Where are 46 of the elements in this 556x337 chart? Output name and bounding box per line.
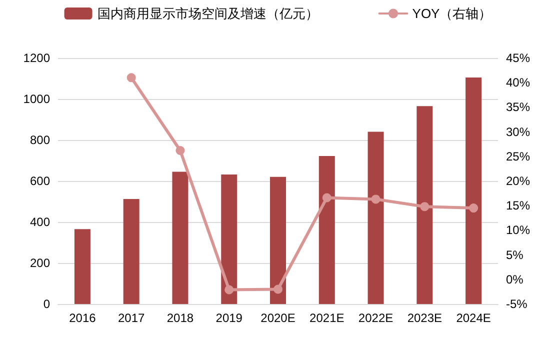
point bbox=[176, 146, 185, 155]
point bbox=[420, 202, 430, 212]
y2-tick-label: 20% bbox=[506, 174, 530, 188]
point bbox=[126, 73, 136, 82]
y2-tick-label: 35% bbox=[506, 100, 530, 114]
point bbox=[469, 204, 478, 213]
y2-tick-label: 0% bbox=[506, 272, 524, 286]
y2-tick-label: 30% bbox=[506, 124, 530, 139]
bar bbox=[221, 174, 238, 304]
x-tick-label: 2023E bbox=[407, 311, 442, 325]
legend-label: YOY（右轴） bbox=[412, 6, 492, 21]
y2-tick-label: 10% bbox=[506, 223, 530, 238]
x-tick-label: 2022E bbox=[358, 311, 394, 325]
x-tick-label: 2016 bbox=[69, 311, 96, 325]
y-tick-label: 400 bbox=[30, 215, 50, 229]
y-tick-label: 600 bbox=[30, 174, 50, 188]
y-tick-label: 1000 bbox=[23, 92, 50, 106]
y2-tick-label: 5% bbox=[506, 248, 524, 262]
bar bbox=[123, 199, 140, 304]
bar bbox=[318, 156, 335, 304]
y-tick-label: 800 bbox=[30, 133, 50, 147]
y2-tick-label: 45% bbox=[506, 51, 530, 65]
legend-label: 国内商用显示市场空间及增速（亿元） bbox=[97, 6, 318, 21]
y2-tick-label: 25% bbox=[506, 149, 530, 164]
x-tick-label: 2018 bbox=[166, 311, 194, 325]
y2-tick-label: 40% bbox=[506, 76, 530, 90]
point bbox=[274, 284, 282, 294]
x-tick-label: 2019 bbox=[216, 311, 243, 325]
x-tick-label: 2024E bbox=[456, 311, 491, 325]
point bbox=[224, 285, 234, 294]
point bbox=[371, 194, 380, 204]
bar bbox=[368, 132, 384, 304]
y-tick-label: 1200 bbox=[23, 51, 50, 65]
x-tick-label: 2021E bbox=[310, 311, 344, 325]
bar bbox=[270, 176, 286, 304]
bar bbox=[172, 172, 188, 304]
y2-tick-label: -5% bbox=[506, 297, 528, 311]
x-tick-label: 2020E bbox=[260, 311, 296, 325]
x-tick-label: 2017 bbox=[118, 311, 146, 325]
y-tick-label: 0 bbox=[43, 297, 50, 311]
bar bbox=[466, 77, 482, 304]
y-tick-label: 200 bbox=[30, 256, 50, 270]
bar bbox=[416, 106, 433, 304]
point bbox=[322, 193, 332, 202]
y2-tick-label: 15% bbox=[506, 198, 530, 213]
bar bbox=[74, 229, 90, 304]
